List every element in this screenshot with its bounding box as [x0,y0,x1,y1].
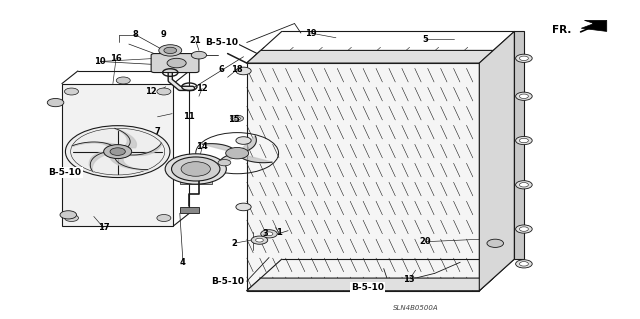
Polygon shape [237,136,257,153]
Circle shape [516,225,532,233]
Polygon shape [237,153,272,163]
Polygon shape [246,278,493,291]
Text: B-5-10: B-5-10 [211,277,244,286]
Polygon shape [479,32,515,291]
Circle shape [260,230,277,238]
Text: 21: 21 [190,36,202,45]
Circle shape [520,94,529,99]
Circle shape [520,138,529,143]
Circle shape [226,147,248,159]
Circle shape [47,99,64,107]
Text: B-5-10: B-5-10 [205,38,237,47]
Text: 5: 5 [422,35,428,44]
Circle shape [167,58,186,68]
Polygon shape [218,153,237,171]
Circle shape [265,232,273,236]
Circle shape [159,45,182,56]
Text: 8: 8 [132,30,138,39]
FancyBboxPatch shape [151,54,199,72]
Text: 11: 11 [184,112,195,121]
Text: 7: 7 [155,127,161,136]
Circle shape [255,238,263,242]
Circle shape [164,47,177,54]
Circle shape [65,214,79,221]
Text: B-5-10: B-5-10 [351,283,384,292]
Text: 15: 15 [228,115,240,124]
Circle shape [191,51,207,59]
Bar [180,207,199,213]
Polygon shape [581,20,607,32]
Bar [62,84,173,226]
Circle shape [520,227,529,231]
Circle shape [516,181,532,189]
Text: SLN4B0500A: SLN4B0500A [393,305,438,311]
Circle shape [234,117,241,120]
Circle shape [251,236,268,244]
Circle shape [487,239,504,248]
Circle shape [218,160,231,166]
Circle shape [236,67,251,75]
Text: B-5-10: B-5-10 [49,168,82,177]
Circle shape [516,137,532,145]
Text: 9: 9 [161,30,167,39]
Polygon shape [202,144,237,153]
Text: 10: 10 [94,57,106,66]
Circle shape [157,88,171,95]
Text: 12: 12 [196,84,208,93]
Circle shape [520,182,529,187]
Circle shape [65,88,79,95]
Circle shape [231,115,244,122]
Text: 12: 12 [145,87,157,96]
Polygon shape [515,32,524,259]
Text: 6: 6 [218,65,224,74]
Text: 19: 19 [305,28,316,38]
Text: 16: 16 [110,54,122,63]
Circle shape [520,56,529,61]
Text: 1: 1 [276,228,282,237]
Text: 18: 18 [231,65,243,74]
Text: 3: 3 [263,229,269,238]
Circle shape [65,126,170,178]
Text: 14: 14 [196,142,208,151]
Circle shape [110,148,125,155]
Circle shape [516,260,532,268]
Circle shape [165,154,227,184]
Circle shape [516,54,532,63]
Text: 13: 13 [403,275,415,284]
Polygon shape [246,63,479,291]
Circle shape [236,203,251,211]
Circle shape [236,137,251,144]
Circle shape [516,92,532,100]
Bar [180,179,212,184]
Text: 4: 4 [180,258,186,267]
Text: 2: 2 [231,239,237,248]
Text: 20: 20 [419,237,431,246]
Circle shape [520,262,529,266]
Circle shape [172,157,220,181]
Circle shape [181,162,211,176]
Circle shape [116,77,131,84]
Polygon shape [246,50,493,63]
Circle shape [157,214,171,221]
Circle shape [60,211,77,219]
Circle shape [104,145,132,159]
FancyArrowPatch shape [580,24,599,32]
Text: 17: 17 [97,223,109,232]
Text: FR.: FR. [552,25,572,35]
